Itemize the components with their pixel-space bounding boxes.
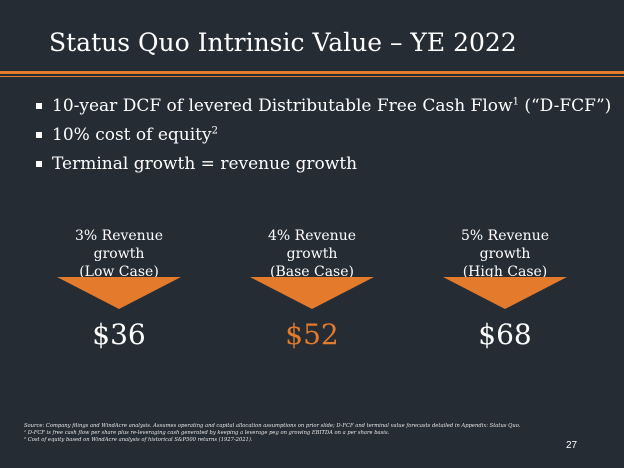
- page-number: 27: [566, 440, 578, 451]
- bullet-item-terminal-growth: Terminal growth = revenue growth: [36, 154, 611, 183]
- case-label-low: 3% Revenue growth (Low Case): [49, 227, 189, 281]
- bullet-text: 10% cost of equity2: [52, 125, 218, 145]
- footnote-source: Source: Company filings and WindAcre ana…: [24, 423, 521, 429]
- case-name-low: (Low Case): [79, 264, 159, 280]
- footnote-ref: 1: [512, 96, 519, 108]
- case-growth-high: 5% Revenue growth: [461, 228, 549, 262]
- slide-title: Status Quo Intrinsic Value – YE 2022: [49, 28, 517, 57]
- bullet-text: Terminal growth = revenue growth: [52, 154, 358, 174]
- footnotes: Source: Company filings and WindAcre ana…: [24, 423, 520, 444]
- case-name-base: (Base Case): [269, 264, 354, 280]
- down-arrow-icon: [443, 277, 567, 309]
- value-high: $68: [478, 318, 532, 351]
- bullet-square-icon: [36, 103, 42, 109]
- case-label-base: 4% Revenue growth (Base Case): [242, 227, 382, 281]
- value-base: $52: [285, 318, 339, 351]
- footnote-ref: 2: [211, 125, 218, 137]
- title-rule-thick: [0, 71, 624, 74]
- down-arrow-icon: [250, 277, 374, 309]
- case-growth-low: 3% Revenue growth: [75, 228, 163, 262]
- bullet-list: 10-year DCF of levered Distributable Fre…: [36, 96, 611, 183]
- case-label-high: 5% Revenue growth (High Case): [435, 227, 575, 281]
- footnote-1: ¹ D-FCF is free cash flow per share plus…: [24, 430, 390, 436]
- case-name-high: (High Case): [462, 264, 548, 280]
- bullet-square-icon: [36, 132, 42, 138]
- bullet-item-dcf: 10-year DCF of levered Distributable Fre…: [36, 96, 611, 125]
- case-growth-base: 4% Revenue growth: [268, 228, 356, 262]
- bullet-item-cost-of-equity: 10% cost of equity2: [36, 125, 611, 154]
- title-rule-thin: [0, 76, 624, 77]
- bullet-square-icon: [36, 161, 42, 167]
- bullet-text: 10-year DCF of levered Distributable Fre…: [52, 96, 612, 116]
- footnote-2: ² Cost of equity based on WindAcre analy…: [24, 437, 253, 443]
- value-low: $36: [92, 318, 146, 351]
- down-arrow-icon: [57, 277, 181, 309]
